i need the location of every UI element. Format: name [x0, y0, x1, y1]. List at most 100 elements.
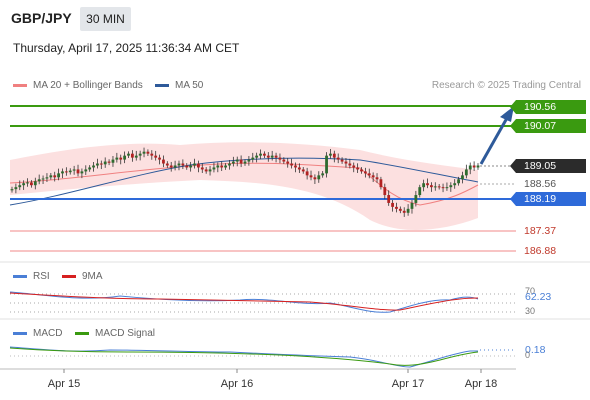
candle-body [76, 169, 80, 174]
target-2-price-label: 190.56 [510, 100, 586, 114]
candle-body [418, 187, 422, 196]
legend-rsi-label: RSI [33, 271, 50, 282]
candle-body [336, 157, 340, 160]
candle-body [344, 161, 348, 164]
candle-body [313, 177, 317, 180]
legend-ma50-label: MA 50 [175, 80, 204, 91]
timestamp: Thursday, April 17, 2025 11:36:34 AM CET [13, 41, 240, 55]
candle-body [243, 161, 247, 164]
candle-body [204, 169, 208, 172]
candle-body [426, 183, 429, 186]
candle-body [476, 165, 480, 168]
candle-body [142, 151, 146, 154]
rsi-line [9, 291, 479, 313]
candle-body [251, 157, 255, 160]
candle-body [220, 165, 224, 168]
candle-body [278, 157, 282, 160]
candle-body [150, 153, 154, 156]
bollinger-band [10, 142, 478, 230]
candle-body [130, 153, 134, 158]
current-price-label: 189.05 [510, 159, 586, 173]
candle-body [402, 210, 406, 213]
candle-body [115, 157, 119, 160]
candle-body [379, 179, 383, 188]
macd-signal-line [9, 347, 479, 366]
candle-body [208, 169, 212, 172]
candle-body [383, 187, 387, 196]
legend-macd-label: MACD [33, 328, 63, 339]
support-1-price-label: 187.37 [524, 225, 557, 237]
candle-body [453, 183, 457, 186]
candle-body [263, 153, 266, 156]
candle-body [406, 208, 410, 213]
legend-rsi: RSI [13, 271, 50, 282]
date-label-apr-15: Apr 15 [47, 378, 81, 390]
candle-body [189, 165, 193, 168]
legend-macd-signal: MACD Signal [75, 328, 155, 339]
legend-ma20-label: MA 20 + Bollinger Bands [33, 80, 143, 91]
candle-body [96, 163, 99, 166]
legend-macd: MACD [13, 328, 62, 339]
candle-body [422, 183, 426, 188]
candle-body [18, 185, 22, 188]
legend-ma50: MA 50 [155, 80, 203, 91]
candle-body [154, 155, 158, 158]
candle-body [325, 155, 328, 174]
candle-body [193, 163, 196, 166]
candle-body [72, 169, 76, 171]
timeframe-button[interactable]: 30 MIN [80, 7, 131, 31]
rsi-tick-70: 70 [525, 286, 536, 296]
target-1-price-label: 190.07 [510, 119, 586, 133]
candle-body [290, 163, 293, 166]
candle-body [61, 171, 64, 174]
ma20-swatch [13, 84, 27, 87]
candle-body [391, 202, 394, 207]
candle-body [127, 153, 130, 156]
forecast-arrow [479, 106, 514, 165]
candle-body [340, 159, 344, 162]
candle-body [414, 195, 418, 203]
candle-body [301, 169, 305, 172]
support-2-price-label: 186.88 [524, 245, 557, 257]
candle-body [464, 169, 468, 176]
candle-body [146, 151, 150, 154]
candle-body [367, 173, 371, 176]
candle-body [30, 182, 33, 186]
macd-line [9, 346, 478, 368]
candle-body [266, 155, 270, 158]
candle-body [309, 175, 313, 178]
candle-body [352, 165, 356, 168]
rsi-tick-30: 30 [525, 306, 536, 316]
candle-body [216, 165, 220, 168]
candle-body [398, 208, 402, 211]
candle-body [371, 175, 375, 178]
candle-body [472, 165, 476, 168]
candle-body [99, 163, 103, 165]
candle-body [45, 177, 49, 179]
candle-body [270, 155, 274, 158]
rsi-value: 62.23 [525, 291, 552, 303]
candle-body [286, 161, 290, 164]
candle-body [134, 155, 138, 158]
candlestick-series [10, 147, 480, 217]
pivot-price-label: 188.19 [510, 192, 586, 206]
candle-body [173, 165, 177, 168]
candle-body [200, 167, 204, 170]
candle-body [197, 163, 200, 168]
candle-body [41, 178, 45, 180]
rsi-ma-swatch [62, 275, 76, 278]
candle-body [107, 161, 111, 163]
legend-rsi-ma: 9MA [62, 271, 103, 282]
candle-body [80, 171, 84, 174]
legend-rsi-ma-label: 9MA [82, 271, 103, 282]
symbol-title: GBP/JPY [11, 10, 72, 26]
candle-body [177, 163, 181, 166]
rsi-swatch [13, 275, 27, 278]
candle-body [294, 165, 297, 168]
date-label-apr-17: Apr 17 [391, 378, 425, 390]
candle-body [165, 163, 169, 166]
legend-ma20: MA 20 + Bollinger Bands [13, 80, 143, 91]
candle-body [348, 163, 352, 166]
